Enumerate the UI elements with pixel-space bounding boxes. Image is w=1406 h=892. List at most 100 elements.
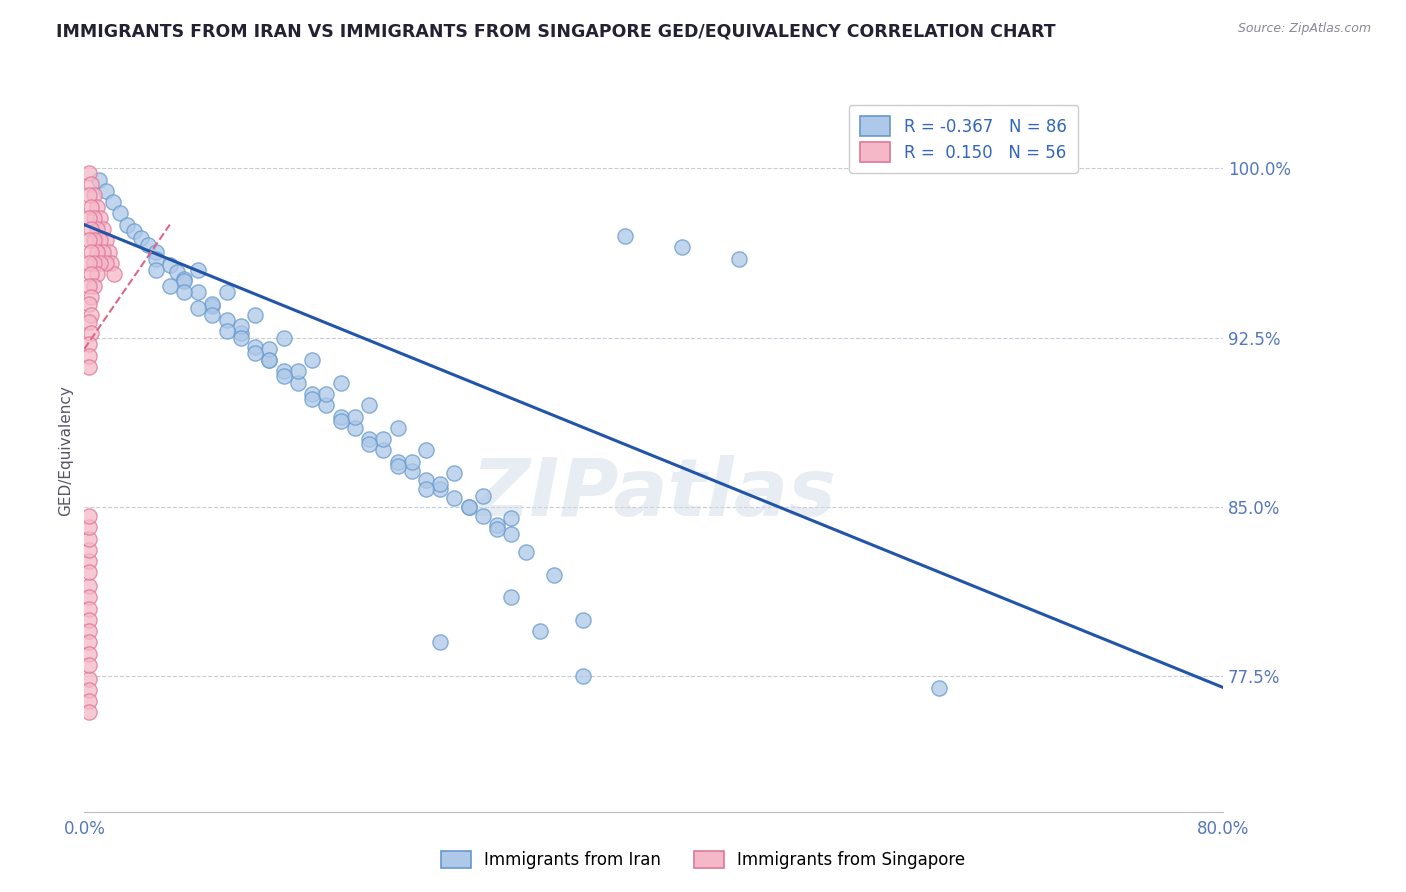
Point	[429, 482, 451, 496]
Point	[229, 319, 252, 334]
Point	[415, 443, 437, 458]
Point	[83, 256, 105, 270]
Point	[501, 591, 523, 605]
Point	[373, 432, 395, 446]
Point	[273, 330, 295, 344]
Point	[329, 409, 352, 424]
Point	[77, 566, 100, 580]
Legend: Immigrants from Iran, Immigrants from Singapore: Immigrants from Iran, Immigrants from Si…	[430, 841, 976, 880]
Point	[401, 455, 423, 469]
Point	[77, 532, 100, 546]
Point	[86, 200, 108, 214]
Point	[89, 256, 111, 270]
Point	[259, 342, 281, 356]
Point	[77, 256, 100, 270]
Point	[91, 222, 114, 236]
Point	[215, 285, 238, 300]
Point	[457, 500, 479, 514]
Point	[215, 312, 238, 326]
Point	[77, 613, 100, 627]
Point	[571, 669, 593, 683]
Point	[245, 308, 267, 322]
Point	[728, 252, 751, 266]
Point	[86, 244, 108, 259]
Point	[187, 262, 209, 277]
Point	[77, 542, 100, 557]
Point	[928, 681, 950, 695]
Point	[187, 301, 209, 316]
Point	[77, 211, 100, 225]
Point	[287, 376, 309, 390]
Point	[443, 491, 465, 505]
Point	[77, 359, 100, 374]
Legend: R = -0.367   N = 86, R =  0.150   N = 56: R = -0.367 N = 86, R = 0.150 N = 56	[849, 104, 1078, 173]
Point	[138, 238, 160, 252]
Point	[329, 414, 352, 428]
Point	[359, 432, 381, 446]
Point	[77, 657, 100, 672]
Point	[80, 222, 103, 236]
Point	[80, 326, 103, 340]
Point	[273, 368, 295, 383]
Point	[429, 477, 451, 491]
Point	[77, 601, 100, 615]
Point	[77, 349, 100, 363]
Point	[77, 520, 100, 534]
Point	[201, 296, 224, 310]
Point	[215, 324, 238, 338]
Point	[343, 409, 366, 424]
Point	[373, 443, 395, 458]
Point	[229, 326, 252, 340]
Point	[77, 508, 100, 523]
Point	[614, 229, 637, 244]
Point	[77, 166, 100, 180]
Point	[501, 511, 523, 525]
Point	[401, 464, 423, 478]
Point	[89, 234, 111, 248]
Point	[443, 466, 465, 480]
Point	[80, 290, 103, 304]
Point	[122, 224, 145, 238]
Point	[94, 256, 117, 270]
Point	[77, 591, 100, 605]
Point	[80, 200, 103, 214]
Point	[77, 706, 100, 720]
Point	[201, 308, 224, 322]
Y-axis label: GED/Equivalency: GED/Equivalency	[58, 385, 73, 516]
Point	[472, 489, 495, 503]
Point	[77, 647, 100, 661]
Point	[387, 455, 409, 469]
Point	[529, 624, 551, 638]
Point	[87, 172, 110, 186]
Point	[80, 308, 103, 322]
Point	[173, 285, 195, 300]
Point	[115, 218, 138, 232]
Point	[77, 579, 100, 593]
Point	[415, 473, 437, 487]
Point	[77, 337, 100, 351]
Point	[83, 278, 105, 293]
Point	[83, 188, 105, 202]
Point	[145, 252, 167, 266]
Point	[229, 330, 252, 344]
Point	[543, 567, 565, 582]
Point	[343, 421, 366, 435]
Point	[486, 523, 509, 537]
Point	[94, 184, 117, 198]
Point	[273, 364, 295, 378]
Point	[515, 545, 537, 559]
Point	[671, 240, 693, 254]
Point	[173, 274, 195, 288]
Point	[159, 278, 181, 293]
Point	[145, 262, 167, 277]
Point	[103, 268, 125, 282]
Point	[301, 392, 323, 406]
Point	[83, 234, 105, 248]
Point	[301, 387, 323, 401]
Point	[77, 315, 100, 329]
Point	[77, 694, 100, 708]
Point	[145, 244, 167, 259]
Point	[108, 206, 131, 220]
Point	[97, 244, 120, 259]
Text: IMMIGRANTS FROM IRAN VS IMMIGRANTS FROM SINGAPORE GED/EQUIVALENCY CORRELATION CH: IMMIGRANTS FROM IRAN VS IMMIGRANTS FROM …	[56, 22, 1056, 40]
